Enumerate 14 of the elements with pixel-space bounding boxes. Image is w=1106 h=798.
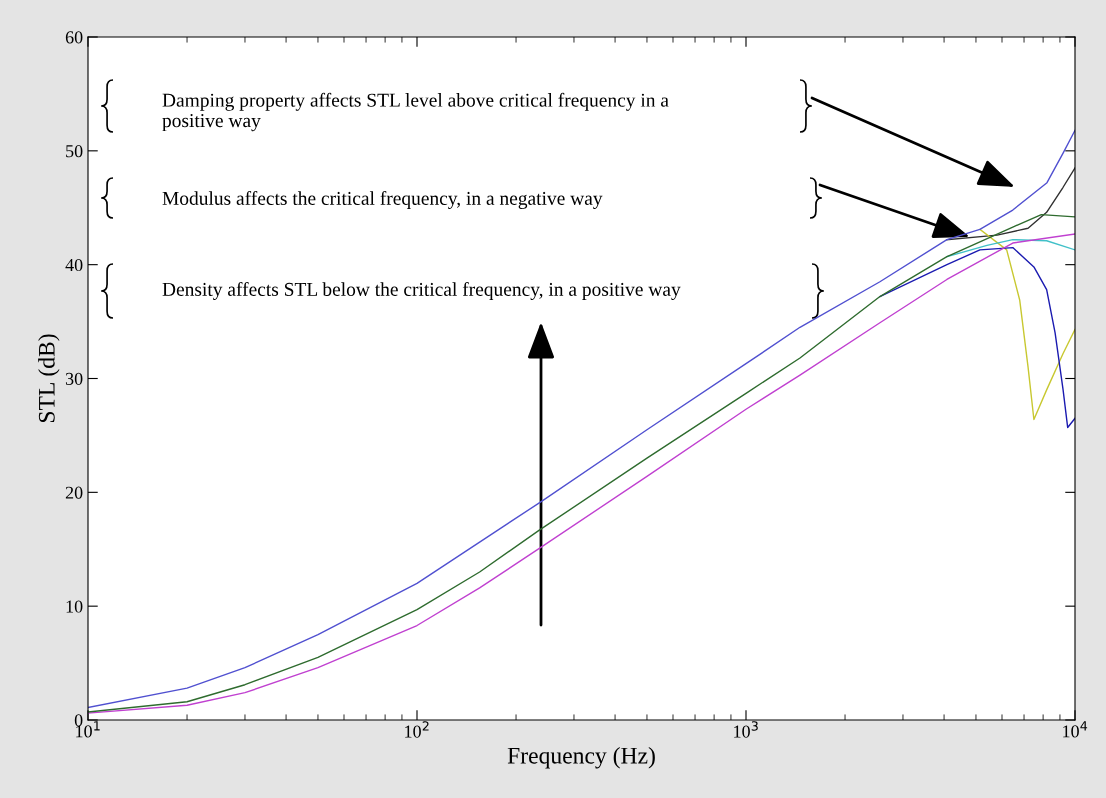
y-tick-label: 20 (65, 486, 83, 499)
x-tick-label: 10$^{2}$ (405, 721, 429, 738)
y-tick-label: 50 (66, 145, 83, 158)
y-tick-label: 30 (65, 372, 83, 385)
y-tick-label: 60 (65, 31, 83, 44)
x-tick-label: 10$^{3}$ (734, 721, 758, 738)
x-tick-label: 10$^{4}$ (1063, 721, 1088, 738)
y-tick-label: 10 (66, 600, 83, 613)
x-axis-title: Frequency (Hz) (507, 747, 655, 769)
annotation: Modulus affects the critical frequency, in a negative way (162, 191, 603, 209)
annotation: Damping property affects STL level above critical frequency in a positive way (162, 92, 669, 132)
y-tick-label: 40 (65, 258, 83, 272)
annotation: Density affects STL below the critical frequency, in a positive way (162, 282, 681, 300)
y-axis-title: STL (dB) (38, 334, 60, 423)
